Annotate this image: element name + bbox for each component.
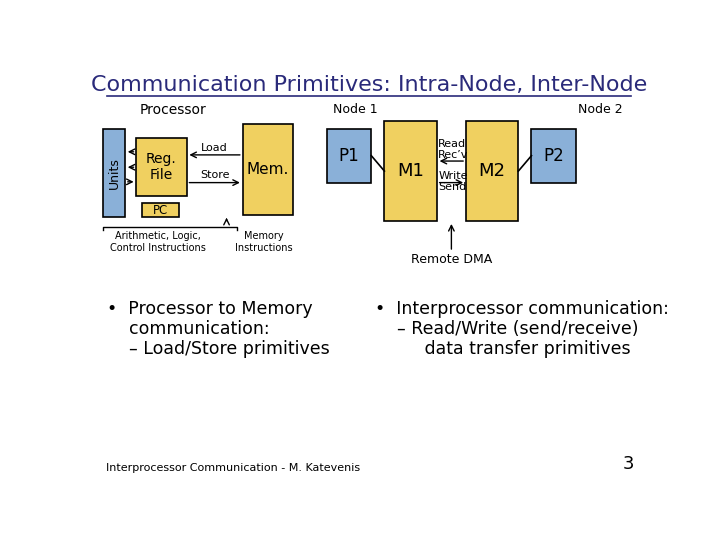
- Text: Load: Load: [202, 143, 228, 153]
- Text: Processor: Processor: [139, 103, 206, 117]
- Text: •  Processor to Memory: • Processor to Memory: [107, 300, 312, 318]
- Text: Read: Read: [438, 139, 467, 149]
- FancyBboxPatch shape: [466, 121, 518, 221]
- Text: data transfer primitives: data transfer primitives: [375, 340, 631, 357]
- Text: Write: Write: [438, 172, 468, 181]
- Text: Reg.
File: Reg. File: [146, 152, 177, 182]
- Text: Interprocessor Communication - M. Katevenis: Interprocessor Communication - M. Kateve…: [106, 463, 360, 473]
- Text: Node 2: Node 2: [577, 103, 622, 117]
- Text: Memory
Instructions: Memory Instructions: [235, 231, 293, 253]
- Text: PC: PC: [153, 204, 168, 217]
- Text: Rec’v: Rec’v: [438, 150, 469, 160]
- Text: – Load/Store primitives: – Load/Store primitives: [107, 340, 330, 357]
- Text: •  Interprocessor communication:: • Interprocessor communication:: [375, 300, 669, 318]
- Text: Communication Primitives: Intra-Node, Inter-Node: Communication Primitives: Intra-Node, In…: [91, 75, 647, 95]
- Text: P2: P2: [544, 147, 564, 165]
- Text: Node 1: Node 1: [333, 103, 377, 117]
- Text: – Read/Write (send/receive): – Read/Write (send/receive): [375, 320, 639, 338]
- FancyBboxPatch shape: [104, 129, 125, 217]
- FancyBboxPatch shape: [243, 124, 293, 215]
- FancyBboxPatch shape: [137, 138, 186, 195]
- FancyBboxPatch shape: [531, 129, 576, 183]
- Text: Units: Units: [107, 157, 121, 189]
- Text: Arithmetic, Logic,
Control Instructions: Arithmetic, Logic, Control Instructions: [110, 231, 207, 253]
- Text: M2: M2: [479, 162, 505, 180]
- Text: communication:: communication:: [107, 320, 270, 338]
- Text: Send: Send: [438, 182, 467, 192]
- Text: 3: 3: [623, 455, 634, 473]
- Text: Store: Store: [200, 170, 230, 180]
- Text: Remote DMA: Remote DMA: [411, 253, 492, 266]
- FancyBboxPatch shape: [142, 204, 179, 217]
- Text: P1: P1: [338, 147, 359, 165]
- FancyBboxPatch shape: [327, 129, 372, 183]
- Text: M1: M1: [397, 162, 424, 180]
- Text: Mem.: Mem.: [246, 162, 289, 177]
- FancyBboxPatch shape: [384, 121, 437, 221]
